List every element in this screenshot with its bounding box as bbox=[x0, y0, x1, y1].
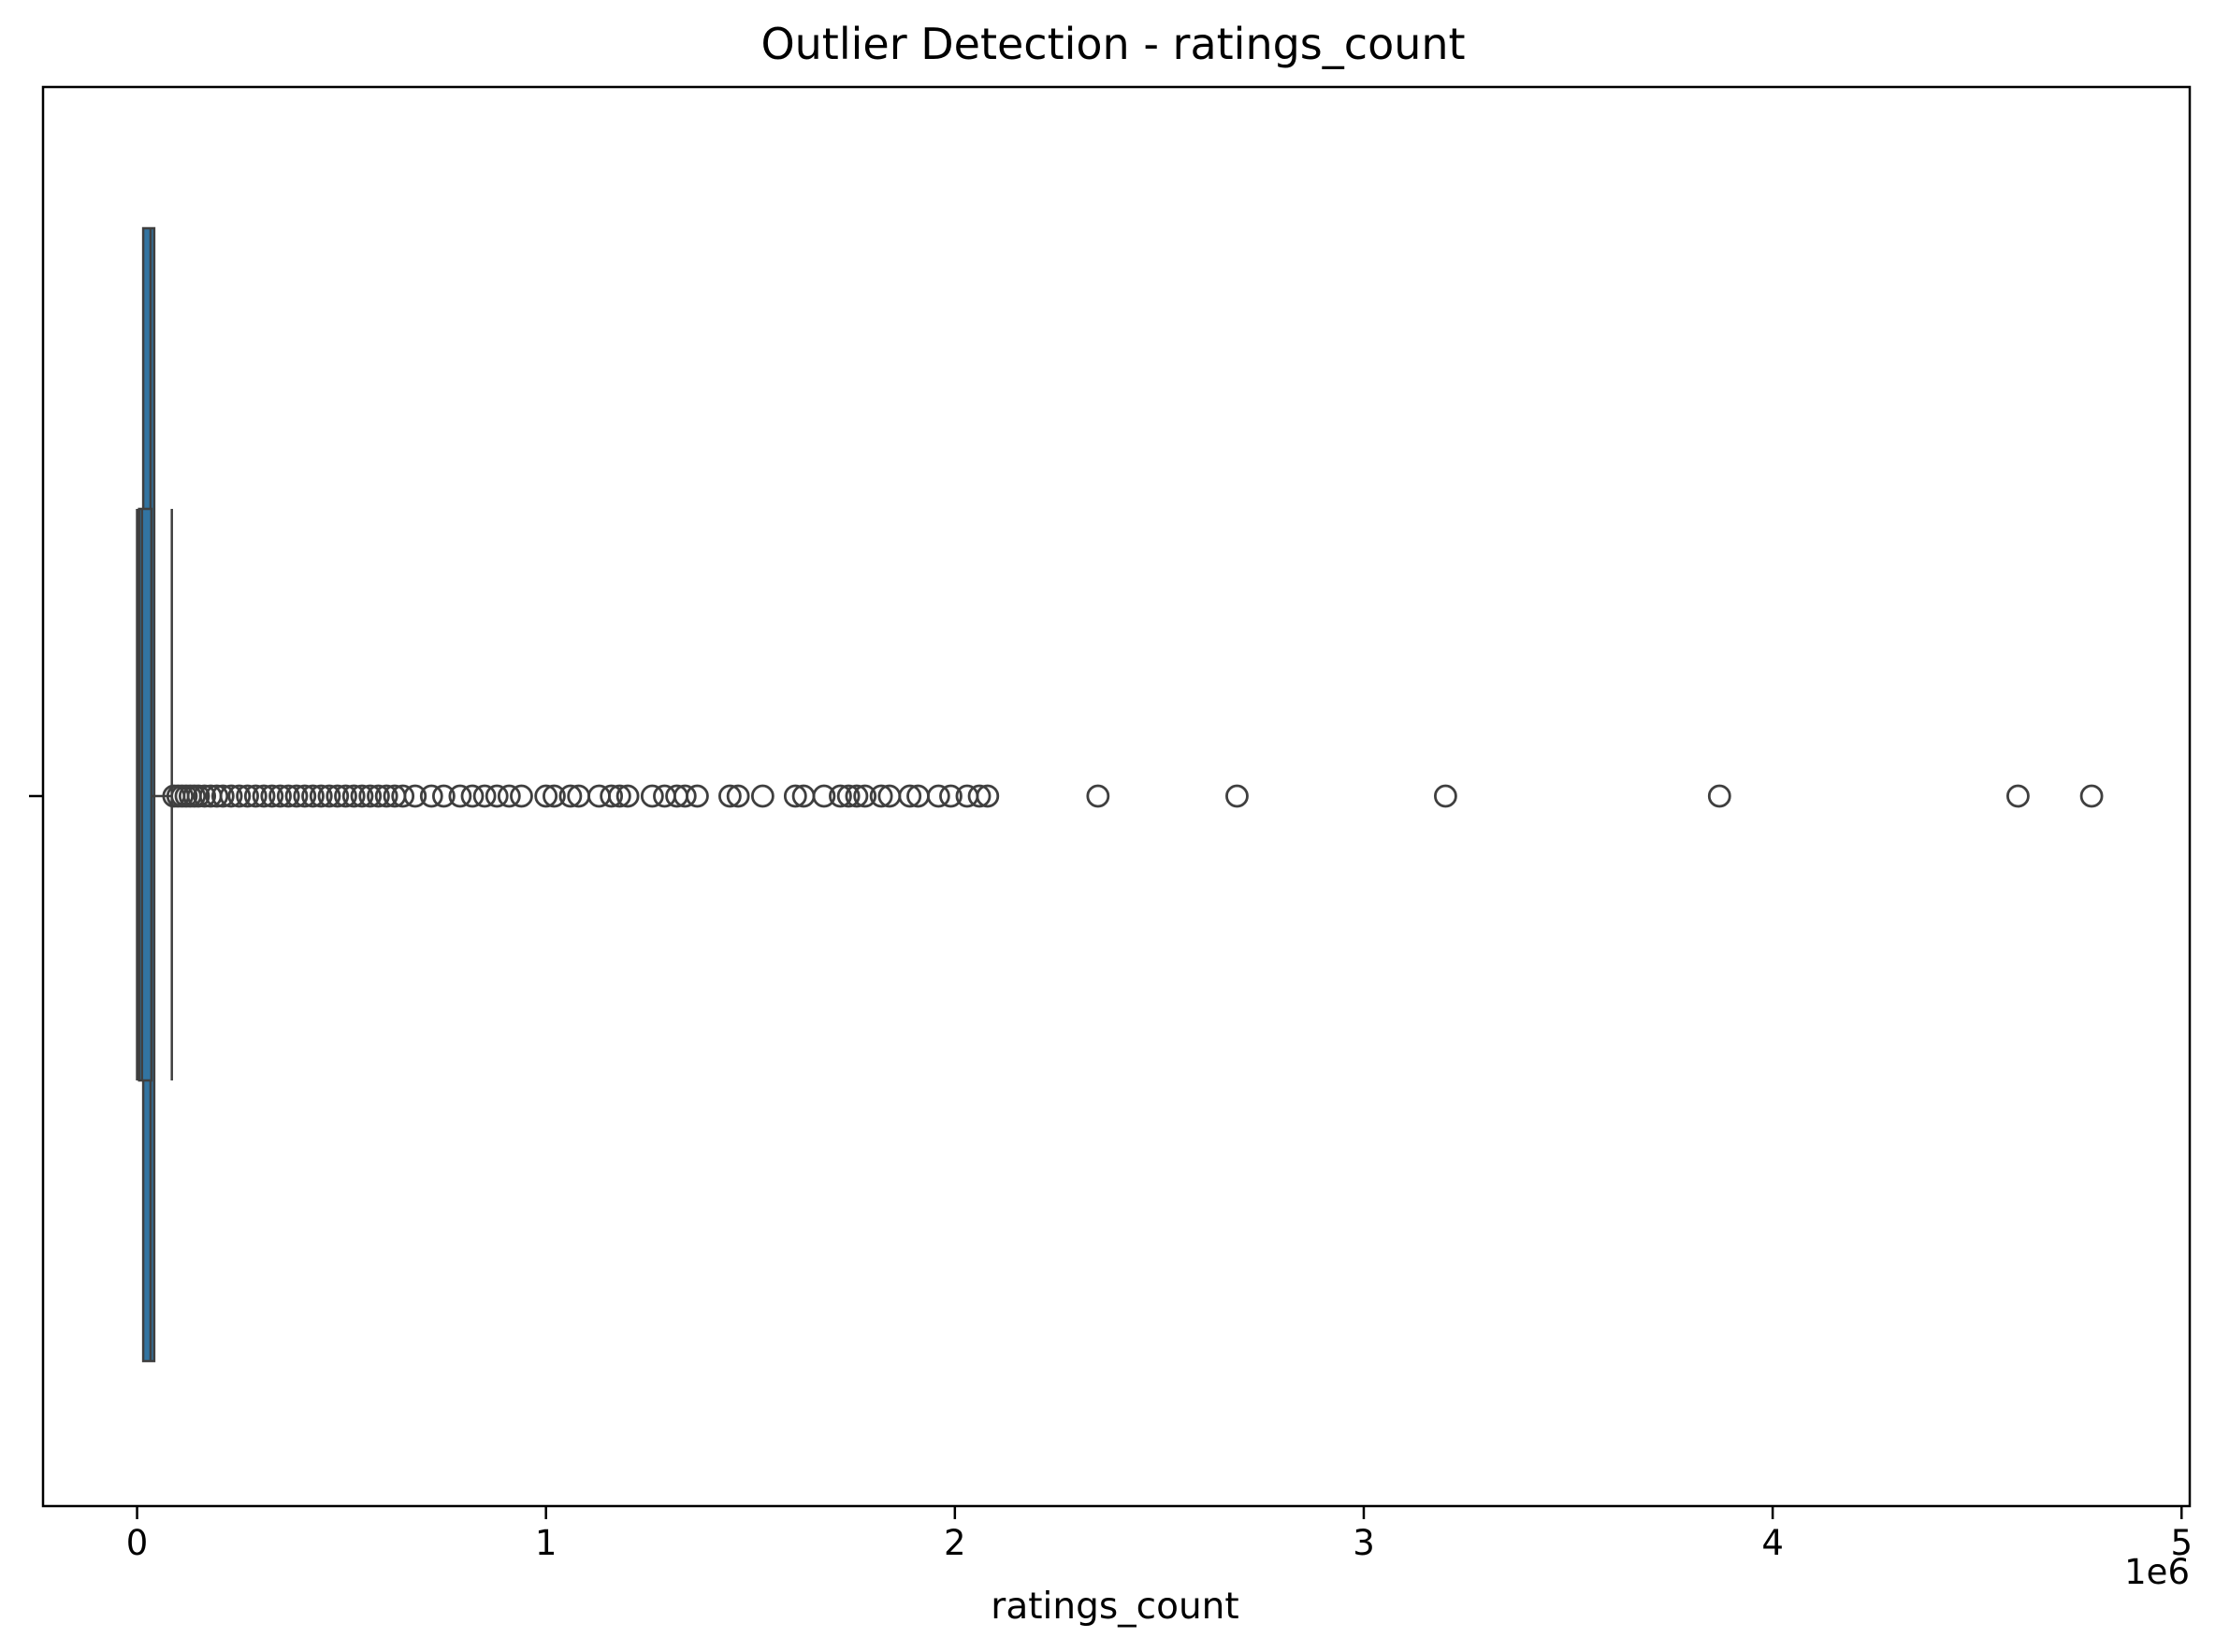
outlier-point bbox=[403, 784, 427, 808]
outlier-point bbox=[260, 784, 284, 808]
outlier-point bbox=[391, 784, 415, 808]
outlier-point bbox=[309, 784, 333, 808]
outlier-point bbox=[367, 784, 390, 808]
outlier-point bbox=[976, 784, 1000, 808]
outlier-point bbox=[1434, 784, 1457, 808]
plot-area bbox=[136, 226, 2104, 1363]
outlier-point bbox=[939, 784, 963, 808]
outlier-point bbox=[607, 784, 631, 808]
outlier-point bbox=[829, 784, 852, 808]
outlier-point bbox=[510, 784, 533, 808]
outlier-point bbox=[686, 784, 709, 808]
x-axis-label: ratings_count bbox=[991, 1586, 1238, 1628]
outlier-point bbox=[640, 784, 664, 808]
outlier-point bbox=[1225, 784, 1249, 808]
x-tick-label: 3 bbox=[1353, 1523, 1375, 1563]
outlier-point bbox=[460, 784, 485, 808]
outlier-point bbox=[301, 784, 325, 808]
outlier-point bbox=[497, 784, 521, 808]
outlier-point bbox=[210, 784, 235, 808]
outlier-point bbox=[219, 784, 243, 808]
outlier-point bbox=[419, 784, 443, 808]
outlier-point bbox=[845, 784, 869, 808]
outlier-point bbox=[1086, 784, 1110, 808]
outlier-point bbox=[276, 784, 300, 808]
outlier-point bbox=[268, 784, 292, 808]
outlier-point bbox=[750, 784, 775, 808]
outlier-point bbox=[836, 784, 861, 808]
outlier-point bbox=[227, 784, 252, 808]
x-tick-label: 4 bbox=[1761, 1523, 1784, 1563]
outlier-point bbox=[186, 784, 210, 808]
outlier-point bbox=[485, 784, 509, 808]
outlier-point bbox=[374, 784, 398, 808]
outlier-point bbox=[448, 784, 472, 808]
outlier-point bbox=[600, 784, 624, 808]
x-axis: 0 1 2 3 4 5 bbox=[126, 1506, 2193, 1563]
outlier-point bbox=[205, 784, 229, 808]
outlier-point bbox=[193, 784, 217, 808]
outlier-point bbox=[334, 784, 357, 808]
outlier-point bbox=[718, 784, 742, 808]
outlier-point bbox=[726, 784, 750, 808]
outlier-point bbox=[317, 784, 341, 808]
outlier-point bbox=[926, 784, 950, 808]
outlier-point bbox=[326, 784, 350, 808]
outlier-point bbox=[236, 784, 259, 808]
outlier-point bbox=[812, 784, 836, 808]
x-tick-label: 2 bbox=[944, 1523, 966, 1563]
outlier-point bbox=[534, 784, 558, 808]
outlier-point bbox=[898, 784, 922, 808]
outlier-point bbox=[1707, 784, 1731, 808]
outlier-point bbox=[853, 784, 877, 808]
outlier-point bbox=[558, 784, 583, 808]
outlier-point bbox=[673, 784, 697, 808]
outlier-point bbox=[472, 784, 497, 808]
outlier-point bbox=[252, 784, 276, 808]
outlier-point bbox=[869, 784, 893, 808]
x-tick-label: 5 bbox=[2170, 1523, 2193, 1563]
outlier-point bbox=[543, 784, 566, 808]
outlier-point bbox=[358, 784, 383, 808]
outlier-point bbox=[615, 784, 640, 808]
outlier-point bbox=[783, 784, 807, 808]
x-tick-label: 1 bbox=[535, 1523, 557, 1563]
outlier-point bbox=[293, 784, 317, 808]
outlier-point bbox=[341, 784, 366, 808]
outlier-point bbox=[2005, 784, 2030, 808]
x-tick-label: 0 bbox=[126, 1523, 149, 1563]
outlier-point bbox=[284, 784, 309, 808]
outlier-point bbox=[967, 784, 992, 808]
outlier-point bbox=[431, 784, 456, 808]
chart-title: Outlier Detection - ratings_count bbox=[760, 19, 1465, 69]
outlier-point bbox=[243, 784, 268, 808]
outlier-point bbox=[2079, 784, 2104, 808]
outlier-point bbox=[350, 784, 374, 808]
x-axis-offset-label: 1e6 bbox=[2124, 1552, 2190, 1592]
